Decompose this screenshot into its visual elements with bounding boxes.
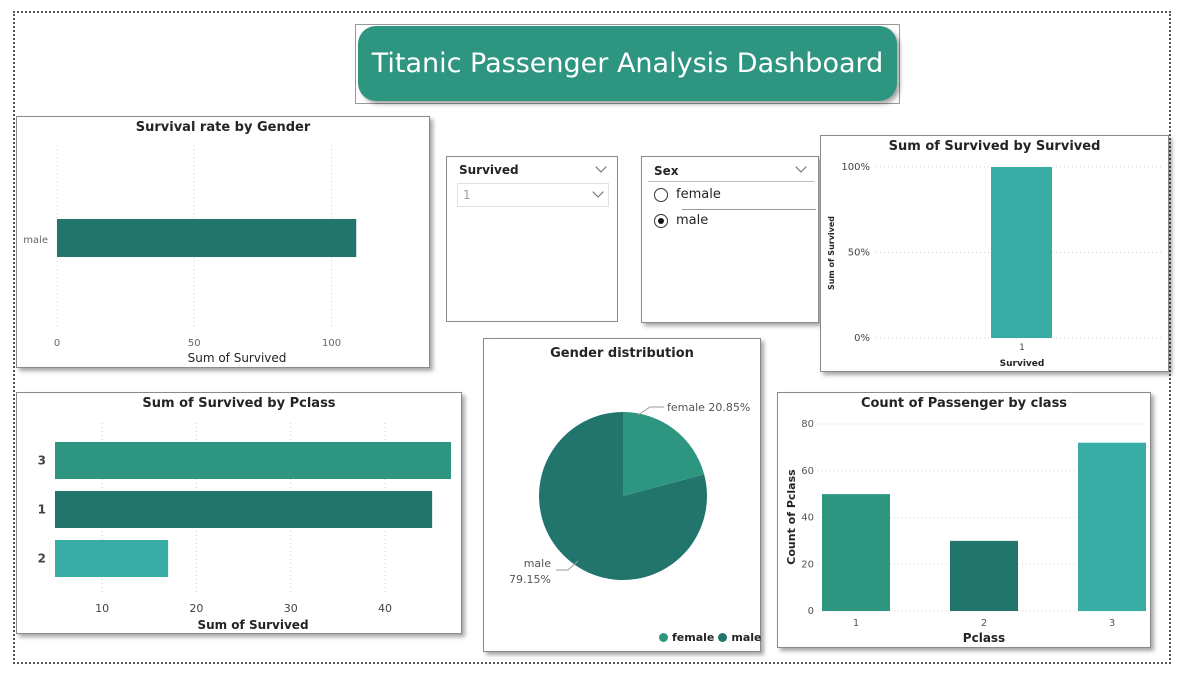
y-tick-label: 50% xyxy=(848,248,870,259)
radio-label-female: female xyxy=(676,187,721,202)
chart-title: Sum of Survived by Pclass xyxy=(142,396,336,411)
y-tick-label: 80 xyxy=(801,419,814,430)
canvas-border xyxy=(13,11,1171,664)
x-tick-label: 100 xyxy=(322,338,341,349)
category-label: 2 xyxy=(981,618,987,629)
y-tick-label: 0 xyxy=(808,606,814,617)
x-tick-label: 0 xyxy=(54,338,60,349)
panel-survived-by-pclass[interactable]: Sum of Survived by Pclass 3 1 2 10 20 30… xyxy=(16,392,462,634)
bar-pclass-3[interactable] xyxy=(1078,442,1146,611)
data-label-male: male xyxy=(524,557,552,570)
y-axis-label: Sum of Survived xyxy=(827,216,836,290)
x-tick-label: 50 xyxy=(188,338,201,349)
x-axis-label: Sum of Survived xyxy=(188,351,287,365)
panel-survival-by-gender[interactable]: Survival rate by Gender male 0 50 100 Su… xyxy=(16,116,430,368)
x-axis-label: Pclass xyxy=(963,631,1005,645)
radio-female[interactable]: female xyxy=(654,187,721,202)
radio-button-icon[interactable] xyxy=(654,187,668,202)
chevron-down-icon[interactable] xyxy=(795,161,807,173)
category-label: male xyxy=(23,235,48,246)
bar-pclass-3[interactable] xyxy=(55,442,451,479)
x-tick-label: 10 xyxy=(95,602,109,615)
x-tick-label: 30 xyxy=(284,602,298,615)
legend-dot-female xyxy=(659,633,668,642)
category-label: 1 xyxy=(853,618,859,629)
bar-male[interactable] xyxy=(57,219,357,257)
legend-label-male[interactable]: male xyxy=(731,631,762,644)
bar-pclass-2[interactable] xyxy=(950,540,1018,611)
slicer-survived-header: Survived xyxy=(459,163,519,177)
divider xyxy=(648,181,814,182)
category-label: 1 xyxy=(38,503,46,517)
chart-title: Sum of Survived by Survived xyxy=(888,139,1101,154)
slicer-sex[interactable]: Sex female male xyxy=(641,156,819,323)
slicer-survived[interactable]: Survived 1 xyxy=(446,156,618,322)
chart-survived-by-survived: 0% 50% 100% 1 Survived Sum of Survived xyxy=(827,162,1161,369)
legend-label-female[interactable]: female xyxy=(672,631,715,644)
survived-dropdown-value: 1 xyxy=(463,188,471,202)
bar-pclass-1[interactable] xyxy=(55,491,433,528)
leader-line xyxy=(637,406,664,416)
chevron-down-icon[interactable] xyxy=(595,161,607,173)
survived-dropdown[interactable]: 1 xyxy=(457,183,609,207)
category-label: 3 xyxy=(1109,618,1115,629)
chart-gender-distribution: female 20.85% male 79.15% xyxy=(509,401,750,586)
data-label-female: female 20.85% xyxy=(667,401,750,414)
panel-gender-distribution[interactable]: Gender distribution female 20.85% male 7… xyxy=(483,338,762,652)
title-card: Titanic Passenger Analysis Dashboard xyxy=(355,24,900,104)
category-label: 1 xyxy=(1019,343,1025,353)
x-axis-label: Survived xyxy=(1000,359,1045,369)
bar-pclass-2[interactable] xyxy=(55,540,169,577)
y-axis-label: Count of Pclass xyxy=(785,469,798,565)
y-tick-label: 100% xyxy=(841,162,870,173)
chart-survived-by-pclass: 3 1 2 10 20 30 40 Sum of Survived xyxy=(38,423,451,632)
panel-survived-by-survived[interactable]: Sum of Survived by Survived 0% 50% 100% … xyxy=(820,135,1169,372)
slicer-sex-header: Sex xyxy=(654,164,679,178)
dashboard-title: Titanic Passenger Analysis Dashboard xyxy=(358,26,897,101)
x-tick-label: 20 xyxy=(189,602,203,615)
leader-line xyxy=(556,560,579,571)
pie-slice-female[interactable] xyxy=(623,412,705,496)
legend: female male xyxy=(659,631,762,644)
x-tick-label: 40 xyxy=(378,602,392,615)
y-tick-label: 60 xyxy=(801,466,814,477)
x-axis-label: Sum of Survived xyxy=(197,618,308,632)
category-label: 3 xyxy=(38,454,46,468)
data-label-male-pct: 79.15% xyxy=(509,573,551,586)
radio-male[interactable]: male xyxy=(654,213,708,228)
radio-label-male: male xyxy=(676,213,709,228)
chart-title: Gender distribution xyxy=(550,346,694,361)
y-tick-label: 0% xyxy=(854,333,870,344)
chart-title: Count of Passenger by class xyxy=(860,396,1068,411)
category-label: 2 xyxy=(38,552,46,566)
legend-dot-male xyxy=(718,633,728,642)
chart-passenger-by-class: 0 20 40 60 80 1 2 3 Pclass Count of Pcla… xyxy=(785,419,1146,645)
y-tick-label: 20 xyxy=(801,559,814,570)
y-tick-label: 40 xyxy=(801,513,814,524)
divider xyxy=(682,209,816,210)
chart-title: Survival rate by Gender xyxy=(135,120,311,135)
radio-button-selected-icon[interactable] xyxy=(654,213,668,228)
chart-survival-by-gender: male 0 50 100 Sum of Survived xyxy=(23,145,357,365)
panel-passenger-by-class[interactable]: Count of Passenger by class 0 20 40 60 8… xyxy=(777,392,1151,648)
bar-pclass-1[interactable] xyxy=(822,494,890,611)
bar-survived-1[interactable] xyxy=(991,167,1052,338)
